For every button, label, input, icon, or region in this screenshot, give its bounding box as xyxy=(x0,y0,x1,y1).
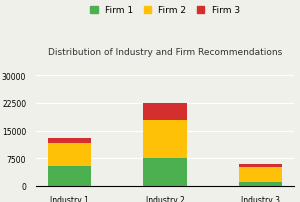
Bar xyxy=(143,158,187,186)
Legend: Firm 1, Firm 2, Firm 3: Firm 1, Firm 2, Firm 3 xyxy=(88,4,242,17)
Bar xyxy=(239,164,282,167)
Bar xyxy=(48,138,91,144)
Bar xyxy=(48,144,91,166)
Bar xyxy=(143,120,187,158)
Bar xyxy=(143,103,187,120)
Bar xyxy=(239,167,282,182)
Text: Distribution of Industry and Firm Recommendations: Distribution of Industry and Firm Recomm… xyxy=(48,48,282,57)
Bar xyxy=(239,182,282,186)
Bar xyxy=(48,166,91,186)
